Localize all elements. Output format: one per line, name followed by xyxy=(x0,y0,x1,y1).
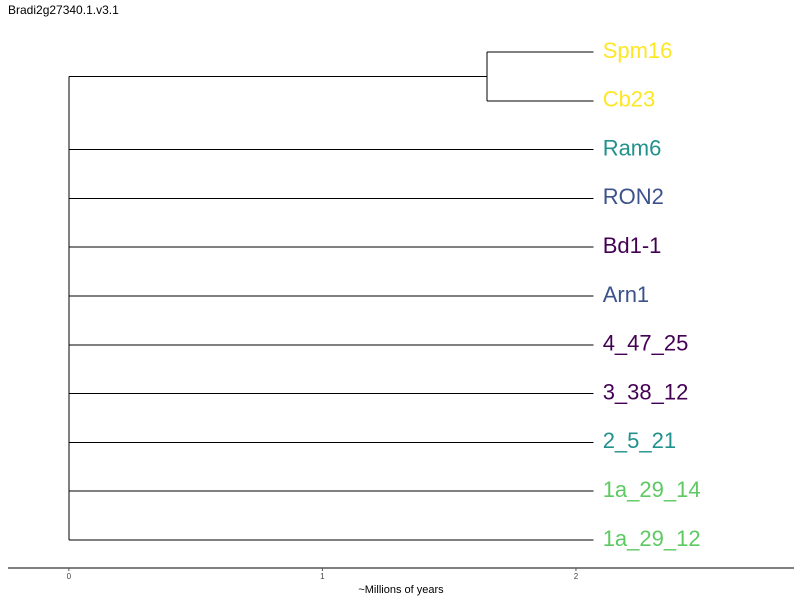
leaf-label: RON2 xyxy=(603,184,664,209)
leaf-label: 1a_29_12 xyxy=(603,526,701,551)
leaf-label: 3_38_12 xyxy=(603,379,689,404)
leaf-label: Bd1-1 xyxy=(603,233,662,258)
leaf-label: 2_5_21 xyxy=(603,428,676,453)
leaf-label: 1a_29_14 xyxy=(603,477,701,502)
leaf-label: Cb23 xyxy=(603,87,656,112)
x-axis-ticks: 0 1 2 xyxy=(67,568,579,581)
leaf-labels: Spm16 Cb23 Ram6 RON2 Bd1-1 Arn1 4_47_25 3_38_12… xyxy=(603,38,701,551)
x-axis: 0 1 2 ~Millions of years xyxy=(8,567,794,596)
x-axis-title: ~Millions of years xyxy=(358,584,444,596)
x-tick-label: 2 xyxy=(574,572,579,581)
tree-branches xyxy=(68,51,594,541)
leaf-label: Ram6 xyxy=(603,135,662,160)
leaf-label: Arn1 xyxy=(603,282,649,307)
leaf-label: Spm16 xyxy=(603,38,673,63)
tree-title: Bradi2g27340.1.v3.1 xyxy=(8,3,119,17)
x-tick-label: 1 xyxy=(320,572,325,581)
x-tick-label: 0 xyxy=(67,572,72,581)
leaf-label: 4_47_25 xyxy=(603,331,689,356)
